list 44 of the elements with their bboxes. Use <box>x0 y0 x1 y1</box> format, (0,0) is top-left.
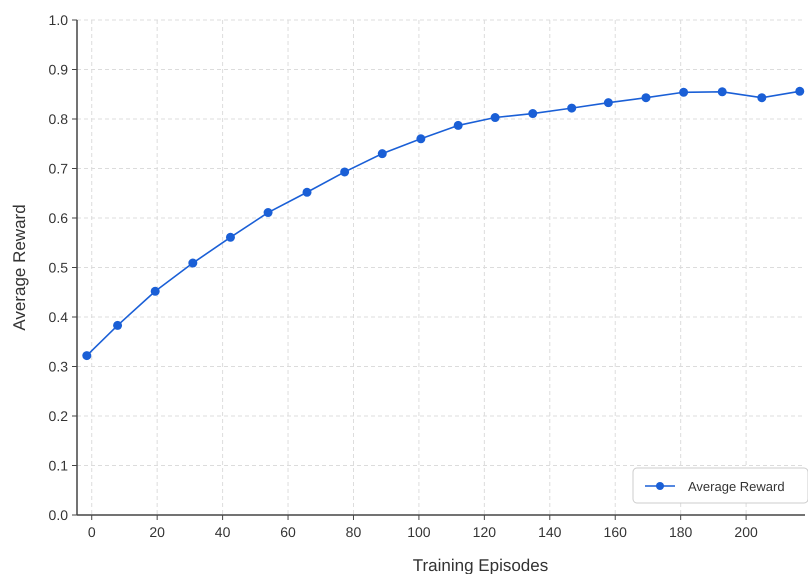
y-tick-label: 0.6 <box>48 210 68 226</box>
point <box>718 87 727 96</box>
point <box>454 120 463 130</box>
y-axis-title: Average Reward <box>10 204 29 331</box>
x-tick-label: 20 <box>149 524 166 540</box>
y-tick-label: 0.2 <box>48 408 68 424</box>
x-tick-label: 100 <box>407 524 431 540</box>
point <box>226 232 235 242</box>
point <box>82 351 92 360</box>
y-tick-label: 0.3 <box>48 358 68 374</box>
legend-label: Average Reward <box>688 479 785 494</box>
point <box>150 286 160 296</box>
point <box>757 93 766 102</box>
x-tick-label: 200 <box>734 524 758 540</box>
point <box>188 258 198 268</box>
x-tick-label: 0 <box>88 524 96 540</box>
point <box>795 86 804 96</box>
point <box>264 208 273 218</box>
y-tick-label: 0.7 <box>48 160 68 176</box>
point <box>416 134 426 144</box>
y-tick-label: 0.4 <box>48 309 68 325</box>
x-tick-label: 60 <box>280 524 296 540</box>
point <box>113 320 122 330</box>
y-tick-label: 1.0 <box>48 12 68 28</box>
x-tick-label: 160 <box>604 524 628 540</box>
point <box>340 167 350 176</box>
y-tick-label: 0.8 <box>48 111 68 127</box>
y-tick-label: 0.1 <box>48 458 68 474</box>
y-tick-label: 0.0 <box>48 507 68 523</box>
point <box>567 104 576 113</box>
x-tick-label: 80 <box>346 524 362 540</box>
point <box>679 88 688 97</box>
y-tick-label: 0.5 <box>48 260 68 276</box>
point <box>302 188 312 197</box>
point <box>641 93 650 102</box>
point <box>490 113 500 122</box>
y-tick-label: 0.9 <box>48 62 68 78</box>
point <box>604 98 613 108</box>
point <box>378 149 387 158</box>
point <box>528 109 538 118</box>
x-tick-label: 40 <box>214 524 231 540</box>
x-tick-label: 120 <box>472 524 496 540</box>
x-tick-label: 180 <box>668 524 693 540</box>
x-tick-label: 140 <box>538 524 562 540</box>
